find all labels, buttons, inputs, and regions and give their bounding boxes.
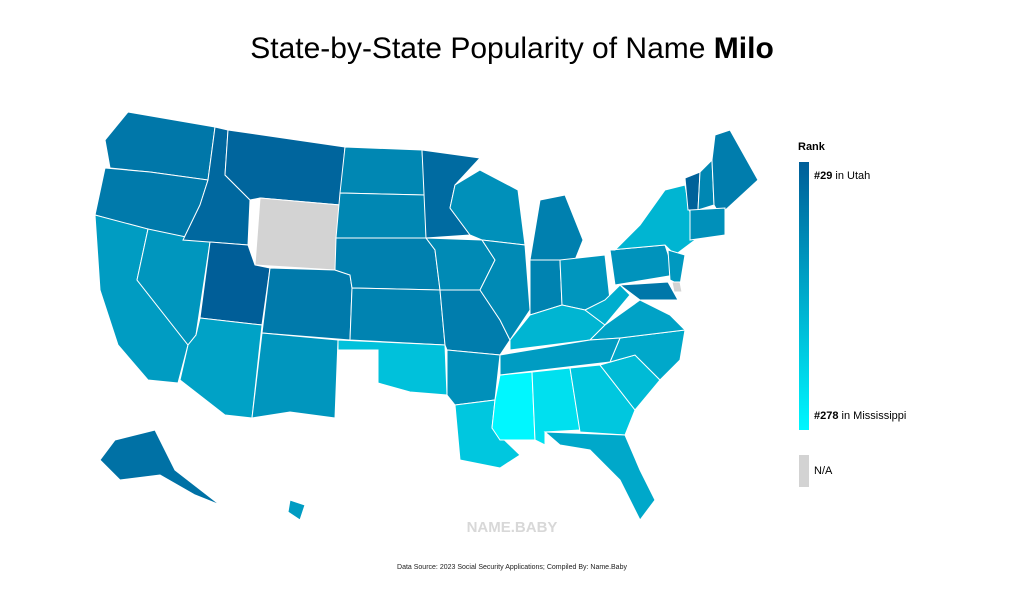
state (569, 364, 636, 436)
state (254, 197, 341, 271)
state (99, 429, 221, 506)
legend-ramp (799, 162, 809, 430)
state (446, 349, 501, 406)
state (491, 371, 536, 441)
state (711, 129, 759, 216)
legend-low-rank: #278 (814, 410, 838, 422)
state (543, 431, 656, 521)
state (261, 267, 353, 341)
state (334, 237, 441, 291)
legend-title: Rank (798, 141, 826, 153)
state (251, 332, 339, 419)
state (339, 146, 426, 196)
title: State-by-State Popularity of Name Milo (250, 32, 774, 65)
state (529, 194, 584, 261)
legend-na-swatch (799, 455, 809, 487)
state (179, 317, 263, 419)
states (94, 111, 759, 521)
state (287, 499, 306, 521)
state (689, 207, 726, 241)
legend-low: #278 in Mississippi (814, 410, 906, 422)
state (349, 287, 446, 346)
title-text: State-by-State Popularity of Name (250, 32, 714, 65)
state (479, 239, 531, 341)
state (618, 281, 679, 301)
legend-high-rank: #29 (814, 170, 832, 182)
state (697, 158, 715, 211)
watermark: NAME.BABY (467, 519, 558, 536)
legend-high-text: in Utah (835, 170, 870, 182)
state (335, 192, 427, 239)
legend-low-text: in Mississippi (842, 410, 907, 422)
state (667, 249, 686, 286)
state (609, 184, 696, 256)
legend-na: N/A (814, 465, 833, 477)
state (609, 244, 676, 286)
state (337, 339, 448, 396)
state (499, 337, 621, 376)
title-name: Milo (714, 32, 774, 65)
state (584, 284, 631, 326)
legend-high: #29 in Utah (814, 170, 870, 182)
state (671, 281, 683, 293)
source: Data Source: 2023 Social Security Applic… (397, 564, 627, 571)
state (684, 171, 701, 211)
